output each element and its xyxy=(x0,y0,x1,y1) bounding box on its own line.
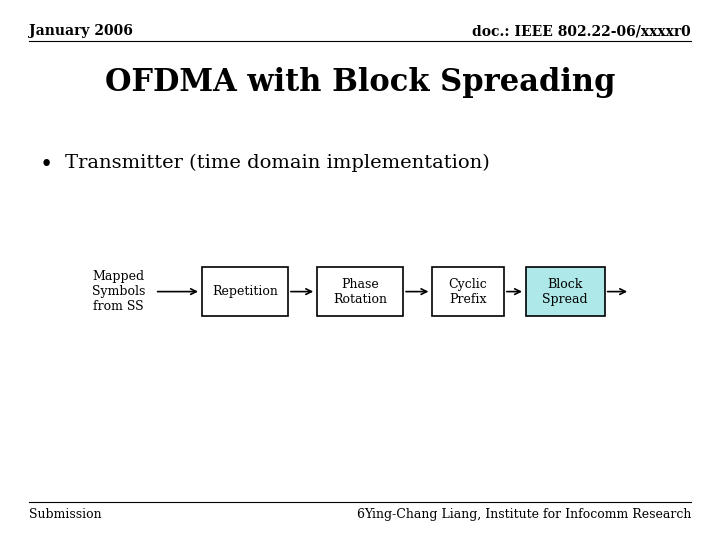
Text: Transmitter (time domain implementation): Transmitter (time domain implementation) xyxy=(65,154,490,172)
FancyBboxPatch shape xyxy=(202,267,288,316)
Text: doc.: IEEE 802.22-06/xxxxr0: doc.: IEEE 802.22-06/xxxxr0 xyxy=(472,24,691,38)
Text: Submission: Submission xyxy=(29,508,102,521)
Text: Mapped
Symbols
from SS: Mapped Symbols from SS xyxy=(92,270,145,313)
Text: OFDMA with Block Spreading: OFDMA with Block Spreading xyxy=(104,68,616,98)
FancyBboxPatch shape xyxy=(432,267,504,316)
Text: Repetition: Repetition xyxy=(212,285,278,298)
Text: January 2006: January 2006 xyxy=(29,24,132,38)
Text: Block
Spread: Block Spread xyxy=(542,278,588,306)
Text: Phase
Rotation: Phase Rotation xyxy=(333,278,387,306)
Text: •: • xyxy=(40,154,53,176)
FancyBboxPatch shape xyxy=(317,267,403,316)
FancyBboxPatch shape xyxy=(526,267,605,316)
Text: Ying-Chang Liang, Institute for Infocomm Research: Ying-Chang Liang, Institute for Infocomm… xyxy=(364,508,691,521)
Text: 6: 6 xyxy=(356,508,364,521)
Text: Cyclic
Prefix: Cyclic Prefix xyxy=(449,278,487,306)
